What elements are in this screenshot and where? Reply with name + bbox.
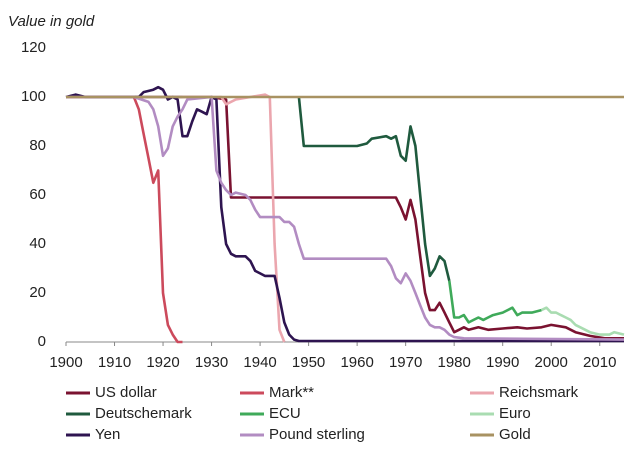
y-axis-title: Value in gold: [8, 13, 95, 30]
legend-label: Mark**: [269, 384, 314, 401]
series-line: [66, 95, 183, 344]
series-line: [297, 96, 451, 282]
series-line: [66, 95, 624, 340]
series-line: [65, 85, 624, 343]
x-tick-label: 1990: [486, 354, 519, 371]
series-line: [66, 95, 625, 341]
y-tick-label: 60: [29, 186, 46, 203]
series-line: [540, 306, 625, 336]
x-tick-label: 1910: [98, 354, 131, 371]
y-tick-label: 0: [38, 333, 46, 350]
x-tick-label: 1970: [389, 354, 422, 371]
x-tick-label: 1950: [292, 354, 325, 371]
y-tick-label: 120: [21, 39, 46, 56]
x-tick-label: 1920: [146, 354, 179, 371]
legend-label: Reichsmark: [499, 384, 579, 401]
legend-label: Pound sterling: [269, 426, 365, 443]
x-tick-label: 2000: [535, 354, 568, 371]
y-tick-label: 20: [29, 284, 46, 301]
legend-label: Gold: [499, 426, 531, 443]
x-tick-label: 1980: [437, 354, 470, 371]
legend-label: Yen: [95, 426, 120, 443]
y-tick-label: 80: [29, 137, 46, 154]
series-line: [448, 280, 542, 324]
x-tick-label: 1930: [195, 354, 228, 371]
x-tick-label: 1940: [243, 354, 276, 371]
y-tick-label: 100: [21, 88, 46, 105]
x-tick-label: 1900: [49, 354, 82, 371]
x-tick-label: 2010: [583, 354, 616, 371]
legend-label: Euro: [499, 405, 531, 422]
legend-label: ECU: [269, 405, 301, 422]
x-tick-label: 1960: [340, 354, 373, 371]
legend-label: US dollar: [95, 384, 157, 401]
y-tick-label: 40: [29, 235, 46, 252]
legend-label: Deutschemark: [95, 405, 192, 422]
